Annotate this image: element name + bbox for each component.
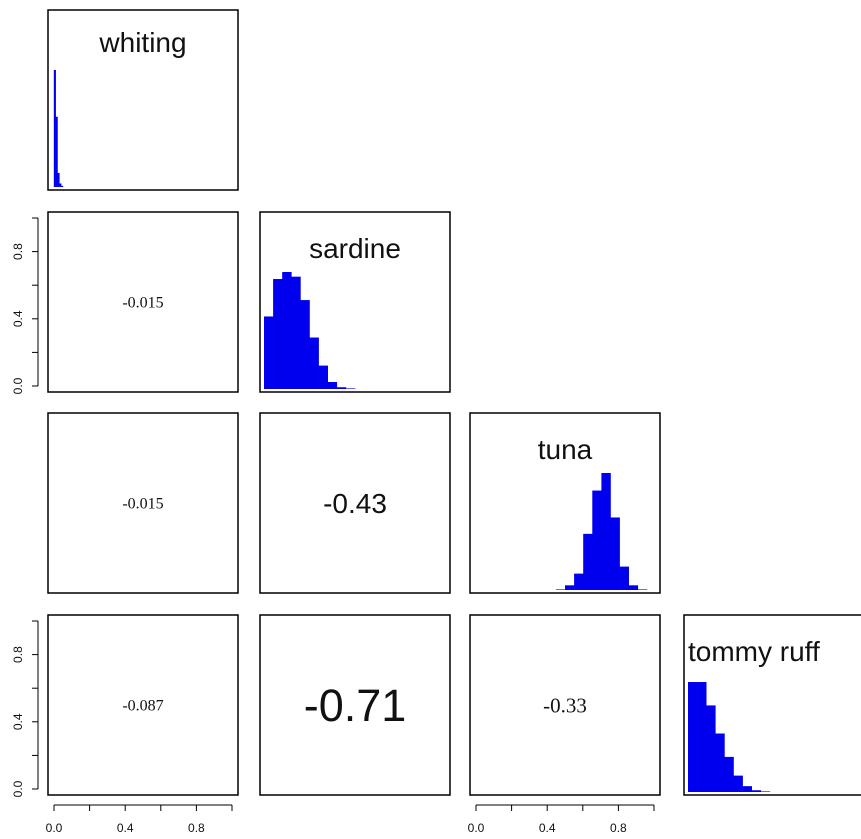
tick-label: 0.4 <box>11 310 25 327</box>
histogram-bar <box>574 573 584 590</box>
histogram-bar <box>715 733 725 792</box>
tick-label: 0.0 <box>11 377 25 394</box>
histogram-bar <box>583 533 593 590</box>
histogram-bar <box>264 316 274 389</box>
histogram-bar <box>619 566 629 590</box>
histogram-bar <box>724 756 734 792</box>
panel-frame <box>469 614 661 796</box>
tick-label: 0.8 <box>610 821 627 835</box>
x-axis: 0.0 0.4 0.8 <box>46 804 233 835</box>
tick-label: 0.0 <box>46 821 63 835</box>
histogram-bar <box>733 775 743 792</box>
histogram-bar <box>688 682 698 792</box>
tick-label: 0.8 <box>11 646 25 663</box>
histogram-bar <box>336 387 347 389</box>
panel-correlation: -0.087 <box>47 614 239 796</box>
correlation-value: -0.015 <box>122 496 163 513</box>
histogram-bar <box>697 682 707 792</box>
histogram-bar <box>610 517 620 590</box>
histogram-bar <box>751 790 762 792</box>
panel-correlation: -0.43 <box>259 412 451 594</box>
panel-frame <box>47 9 239 191</box>
panel-frame <box>47 211 239 393</box>
panel-histogram-tuna: tuna <box>469 412 661 594</box>
panel-histogram-tommy-ruff: tommy ruff <box>683 614 861 796</box>
histogram-bar <box>309 337 319 389</box>
correlation-value: -0.43 <box>323 488 387 519</box>
y-axis: 0.0 0.4 0.8 <box>11 620 39 797</box>
panel-frame <box>469 412 661 594</box>
histogram-bar <box>282 272 292 389</box>
correlation-value: -0.33 <box>543 693 587 717</box>
tick-label: 0.4 <box>11 713 25 730</box>
y-axis: 0.0 0.4 0.8 <box>11 217 39 394</box>
histogram-bar <box>61 185 64 187</box>
histogram-bar <box>706 705 716 792</box>
histogram-bar <box>273 279 283 389</box>
panel-frame <box>47 614 239 796</box>
panel-correlation: -0.015 <box>47 412 239 594</box>
histogram-bar <box>57 172 60 187</box>
variable-label: sardine <box>309 233 401 264</box>
correlation-value: -0.71 <box>304 680 407 731</box>
tick-label: 0.8 <box>188 821 205 835</box>
tick-label: 0.0 <box>468 821 485 835</box>
histogram-bar <box>628 585 639 590</box>
histogram-bar <box>318 365 328 389</box>
variable-label: whiting <box>98 27 186 58</box>
panel-histogram-sardine: sardine <box>259 211 451 393</box>
variable-label: tommy ruff <box>688 636 820 667</box>
variable-label: tuna <box>538 434 593 465</box>
x-axis: 0.0 0.4 0.8 <box>468 804 655 835</box>
tick-label: 0.8 <box>11 243 25 260</box>
panel-correlation: -0.015 <box>47 211 239 393</box>
panel-frame <box>47 412 239 594</box>
panel-frame <box>259 412 451 594</box>
panel-histogram-whiting: whiting <box>47 9 239 191</box>
panel-correlation: -0.33 <box>469 614 661 796</box>
histogram-bar <box>555 589 566 590</box>
histogram-bar <box>601 473 611 590</box>
histogram-bar <box>760 791 771 792</box>
histogram-bar <box>291 276 301 389</box>
histogram-bar <box>637 589 648 590</box>
histogram-bar <box>742 786 752 792</box>
histogram-bar <box>565 585 575 590</box>
panel-frame <box>259 614 451 796</box>
tick-label: 0.4 <box>539 821 556 835</box>
histogram-bar <box>55 116 58 187</box>
correlation-value: -0.015 <box>122 295 163 312</box>
histogram-bar <box>53 70 56 187</box>
tick-label: 0.0 <box>11 780 25 797</box>
histogram-bar <box>59 183 62 187</box>
histogram-bar <box>327 381 338 389</box>
panel-correlation: -0.71 <box>259 614 451 796</box>
histogram-bar <box>592 490 602 590</box>
histogram-bar <box>300 300 310 389</box>
correlation-value: -0.087 <box>122 698 163 715</box>
tick-label: 0.4 <box>117 821 134 835</box>
histogram-bar <box>345 388 356 389</box>
